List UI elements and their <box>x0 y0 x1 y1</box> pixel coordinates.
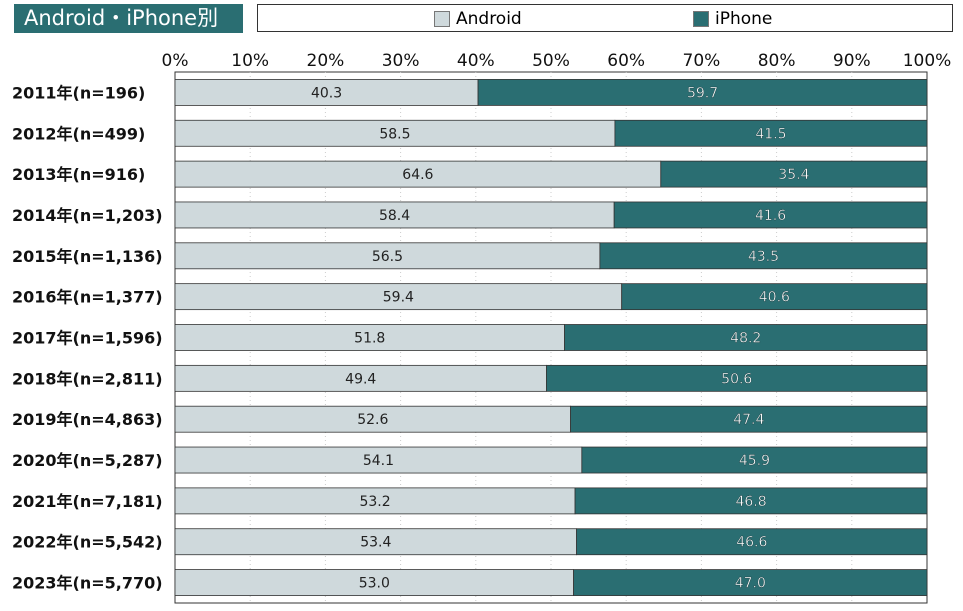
bar-android <box>174 324 565 351</box>
data-label: 58.4 <box>379 208 410 224</box>
x-tick-label: 90% <box>833 51 871 71</box>
data-label: 47.0 <box>735 576 766 592</box>
x-tick-label: 100% <box>903 51 952 71</box>
data-label: 48.2 <box>730 331 761 347</box>
data-label: 41.5 <box>755 126 786 142</box>
bar-iphone <box>564 324 928 351</box>
legend: Android iPhone <box>257 4 953 32</box>
legend-label-android: Android <box>456 9 522 29</box>
data-label: 52.6 <box>357 412 388 428</box>
bar-android <box>174 79 479 106</box>
x-tick-label: 20% <box>307 51 345 71</box>
data-label: 58.5 <box>379 126 410 142</box>
legend-swatch-android <box>434 11 450 27</box>
category-label: 2018年(n=2,811) <box>12 369 163 388</box>
data-label: 53.0 <box>359 576 390 592</box>
category-label: 2023年(n=5,770) <box>12 574 163 593</box>
bar-iphone <box>573 569 928 596</box>
data-label: 47.4 <box>733 412 764 428</box>
data-label: 54.1 <box>363 453 394 469</box>
data-label: 41.6 <box>755 208 786 224</box>
bar-iphone <box>599 242 928 270</box>
bar-android <box>174 487 576 515</box>
chart-title: Android・iPhone別 <box>14 4 243 33</box>
legend-swatch-iphone <box>693 11 709 27</box>
bar-android <box>174 119 616 147</box>
legend-item-iphone: iPhone <box>693 9 772 29</box>
data-label: 46.8 <box>735 494 766 510</box>
category-label: 2020年(n=5,287) <box>12 451 163 470</box>
data-label: 46.6 <box>736 535 767 551</box>
bar-android <box>174 242 601 270</box>
x-tick-label: 30% <box>382 51 420 71</box>
data-label: 51.8 <box>354 331 385 347</box>
bar-android <box>174 446 583 474</box>
bar-iphone <box>570 405 928 433</box>
bar-iphone <box>574 487 928 515</box>
x-tick-label: 60% <box>607 51 645 71</box>
data-label: 40.6 <box>759 290 790 306</box>
data-label: 59.4 <box>383 290 414 306</box>
bar-iphone <box>546 364 928 392</box>
x-tick-label: 50% <box>532 51 570 71</box>
bar-iphone <box>576 528 928 556</box>
x-tick-label: 10% <box>231 51 269 71</box>
legend-item-android: Android <box>434 9 522 29</box>
legend-label-iphone: iPhone <box>715 9 773 29</box>
bar-android <box>174 283 623 311</box>
bar-iphone <box>581 446 928 474</box>
category-label: 2011年(n=196) <box>12 83 145 102</box>
data-label: 53.4 <box>360 535 391 551</box>
category-label: 2015年(n=1,136) <box>12 247 163 266</box>
category-label: 2021年(n=7,181) <box>12 492 163 511</box>
bar-iphone <box>621 283 928 311</box>
category-label: 2019年(n=4,863) <box>12 410 163 429</box>
category-label: 2013年(n=916) <box>12 165 145 184</box>
x-tick-label: 0% <box>162 51 189 71</box>
x-tick-label: 70% <box>683 51 721 71</box>
bar-iphone <box>660 160 928 188</box>
data-label: 59.7 <box>687 85 718 101</box>
data-label: 50.6 <box>721 371 752 387</box>
bar-iphone <box>613 201 928 229</box>
bar-android <box>174 528 577 556</box>
bar-iphone <box>477 79 928 106</box>
bar-iphone <box>614 119 928 147</box>
category-label: 2016年(n=1,377) <box>12 288 163 307</box>
x-tick-label: 40% <box>457 51 495 71</box>
category-label: 2014年(n=1,203) <box>12 206 163 225</box>
data-label: 49.4 <box>345 371 376 387</box>
data-label: 56.5 <box>372 249 403 265</box>
data-label: 45.9 <box>739 453 770 469</box>
data-label: 35.4 <box>778 167 809 183</box>
data-label: 53.2 <box>359 494 390 510</box>
category-label: 2022年(n=5,542) <box>12 533 163 552</box>
data-label: 43.5 <box>748 249 779 265</box>
category-label: 2017年(n=1,596) <box>12 329 163 348</box>
data-label: 40.3 <box>311 85 342 101</box>
x-tick-label: 80% <box>758 51 796 71</box>
category-label: 2012年(n=499) <box>12 124 145 143</box>
bar-android <box>174 201 615 229</box>
bar-android <box>174 405 571 433</box>
data-label: 64.6 <box>402 167 433 183</box>
bar-android <box>174 364 547 392</box>
